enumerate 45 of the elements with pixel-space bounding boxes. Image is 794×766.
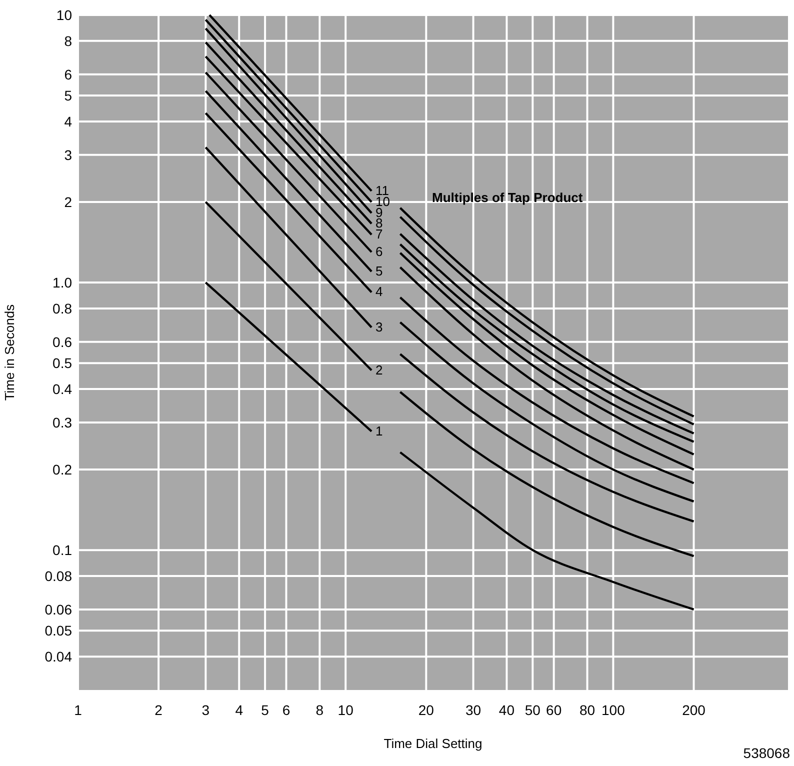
y-tick-label: 1.0: [52, 274, 72, 291]
y-tick-label: 4: [64, 113, 72, 130]
x-tick-label: 20: [418, 702, 434, 718]
x-tick-label: 40: [498, 702, 515, 718]
x-tick-label: 80: [579, 702, 596, 718]
y-tick-label: 5: [64, 88, 72, 104]
y-tick-label: 0.1: [52, 542, 72, 558]
y-tick-label: 0.05: [44, 622, 72, 639]
series-label: 5: [376, 263, 383, 278]
y-tick-label: 0.2: [52, 462, 72, 478]
series-label: 3: [376, 319, 383, 334]
x-tick-label: 3: [202, 702, 210, 718]
text: 538068: [743, 745, 790, 761]
x-tick-label: 1: [74, 702, 82, 718]
x-tick-label: 60: [546, 702, 562, 718]
y-tick-label: 0.04: [44, 648, 72, 665]
x-tick-label: 2: [154, 702, 163, 718]
y-tick-label: 2: [64, 194, 72, 210]
y-tick-label: 0.6: [52, 334, 72, 350]
y-tick-label: 0.06: [44, 601, 72, 618]
x-tick-label: 30: [465, 702, 482, 718]
series-label: 1: [376, 423, 383, 438]
series-label: 4: [376, 284, 383, 300]
x-tick-label: 6: [282, 702, 290, 718]
y-tick-label: 10: [56, 7, 72, 23]
y-tick-label: 0.08: [44, 568, 72, 584]
x-tick-label: 200: [682, 702, 706, 718]
y-tick-label: 0.3: [52, 414, 72, 430]
y-tick-label: 3: [64, 146, 72, 163]
annotation: Multiples of Tap Product: [432, 190, 584, 205]
y-tick-label: 0.5: [52, 355, 72, 372]
y-tick-label: 8: [64, 32, 72, 49]
x-tick-label: 8: [316, 702, 324, 718]
y-tick-label: 0.8: [52, 300, 72, 316]
x-tick-label: 100: [602, 702, 626, 718]
y-axis-title: Time in Seconds: [2, 304, 17, 401]
series-label: 6: [376, 244, 383, 260]
x-tick-label: 5: [261, 702, 270, 718]
x-tick-label: 10: [338, 702, 354, 718]
y-tick-label: 6: [64, 66, 72, 82]
x-tick-label: 4: [235, 702, 244, 718]
y-tick-label: 0.4: [52, 381, 72, 398]
x-axis-title: Time Dial Setting: [384, 736, 482, 751]
x-tick-label: 50: [524, 702, 541, 718]
series-label: 2: [376, 362, 383, 378]
